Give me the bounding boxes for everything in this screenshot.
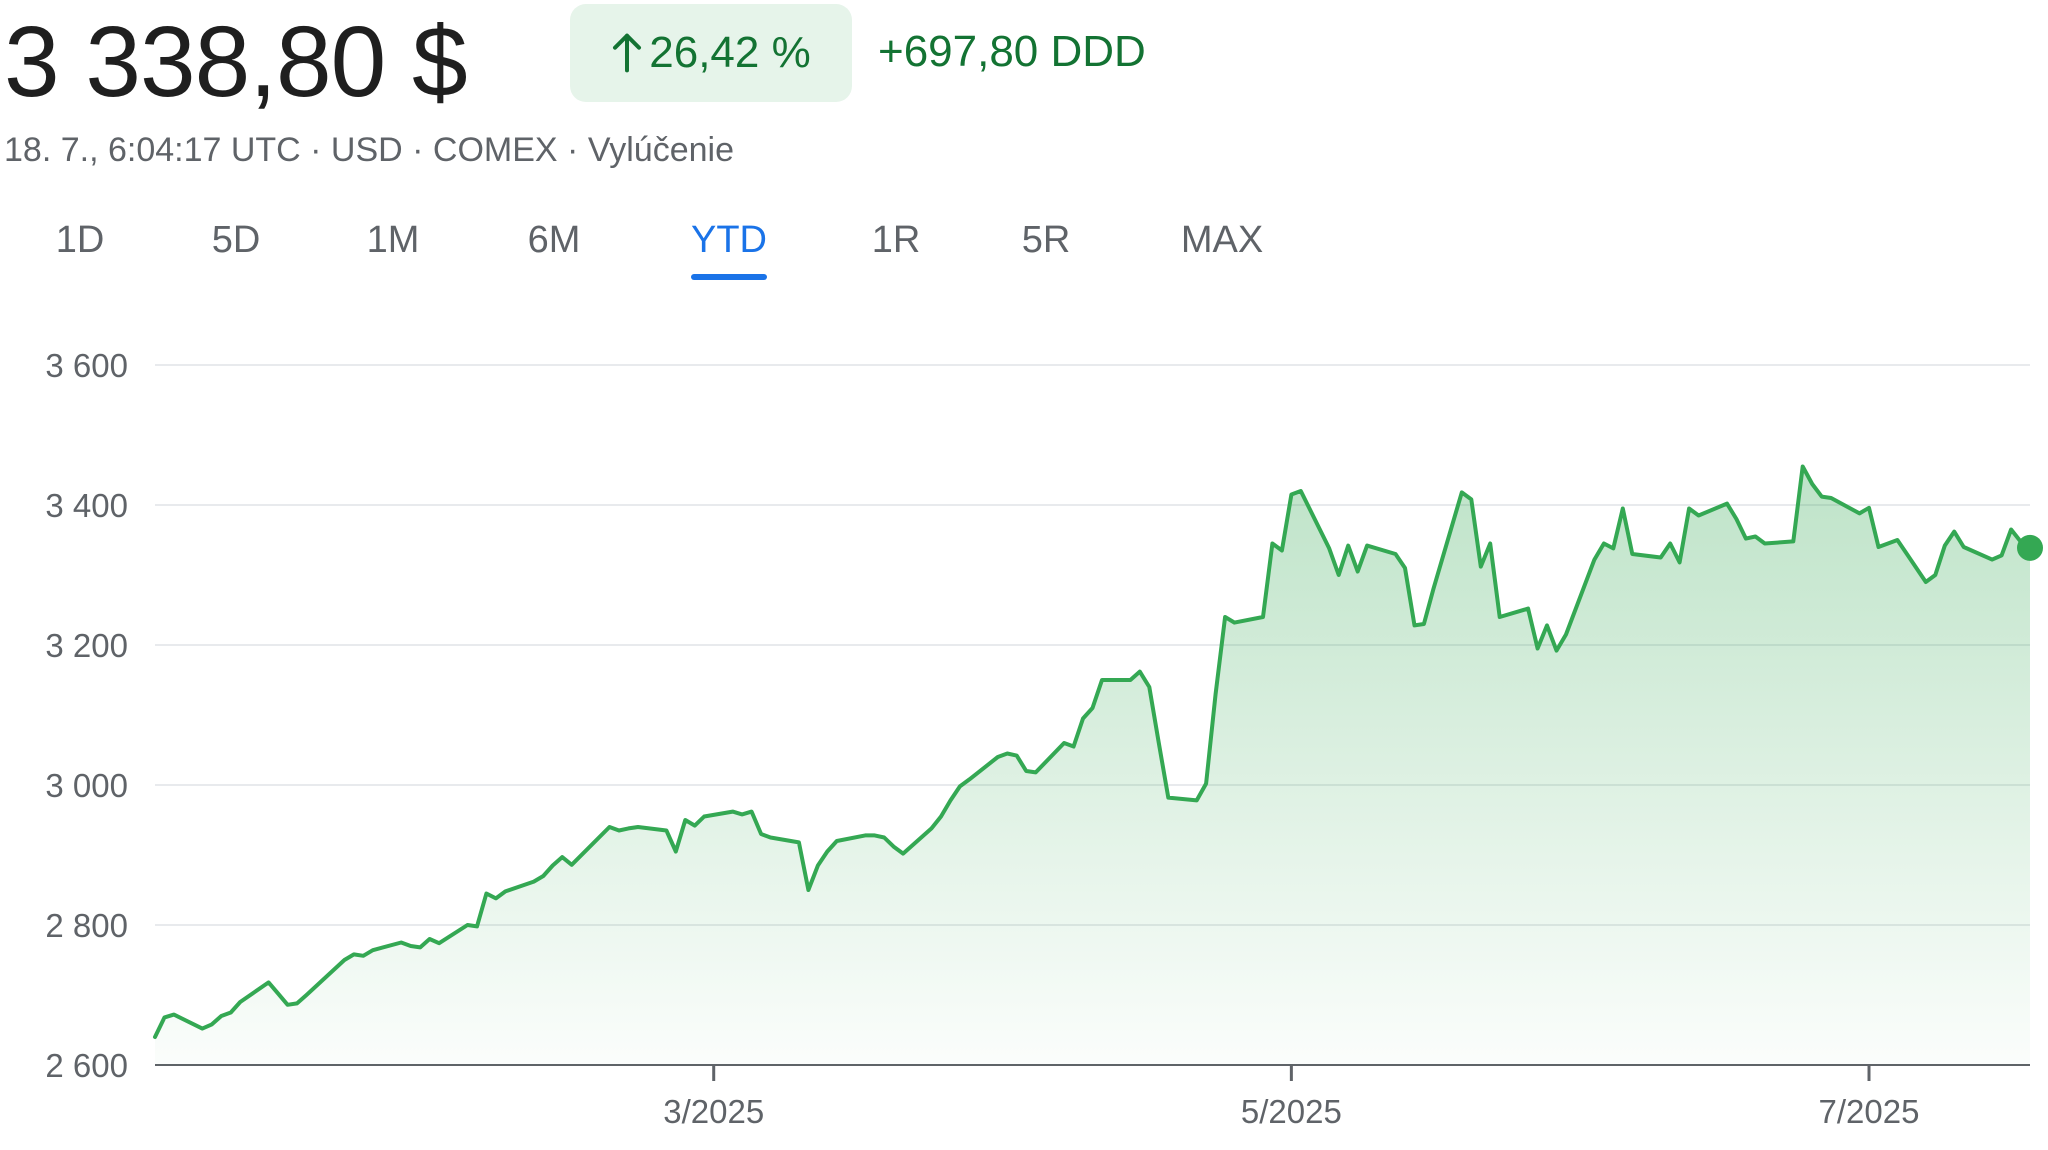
change-percent-badge: 26,42 % — [570, 4, 852, 102]
tab-6m[interactable]: 6M — [527, 219, 581, 261]
last-price-point — [2017, 534, 2043, 561]
tab-ytd[interactable]: YTD — [691, 212, 767, 280]
y-tick-label: 2 800 — [45, 907, 128, 944]
tab-1m[interactable]: 1M — [366, 219, 420, 261]
quote-meta: 18. 7., 6:04:17 UTC · USD · COMEX · Vylú… — [4, 131, 734, 169]
range-tabs: 1D 5D 1M 6M YTD 1R 5R MAX — [0, 212, 1400, 282]
price-chart: 3 600 3 400 3 200 3 000 2 800 2 600 3/2025 5/20… — [45, 347, 2043, 1130]
change-absolute: +697,80 DDD — [878, 27, 1146, 76]
y-tick-label: 3 400 — [45, 487, 128, 524]
x-tick-label: 7/2025 — [1819, 1093, 1920, 1130]
price-value: 3 338,80 $ — [4, 6, 468, 118]
arrow-up-icon — [613, 33, 642, 73]
y-tick-label: 3 000 — [45, 767, 128, 804]
x-tick-label: 5/2025 — [1241, 1093, 1342, 1130]
tab-5r[interactable]: 5R — [1021, 219, 1071, 261]
tab-1r[interactable]: 1R — [871, 219, 921, 261]
series-line — [153, 464, 2032, 1039]
y-tick-label: 3 200 — [45, 627, 128, 664]
tab-1d[interactable]: 1D — [55, 219, 105, 261]
tab-max[interactable]: MAX — [1180, 219, 1264, 261]
tab-5d[interactable]: 5D — [211, 219, 261, 261]
change-percent-text: 26,42 % — [649, 28, 811, 77]
series-area — [155, 466, 2030, 1065]
x-tick-label: 3/2025 — [663, 1093, 764, 1130]
y-tick-label: 3 600 — [45, 347, 128, 384]
y-tick-label: 2 600 — [45, 1047, 128, 1084]
